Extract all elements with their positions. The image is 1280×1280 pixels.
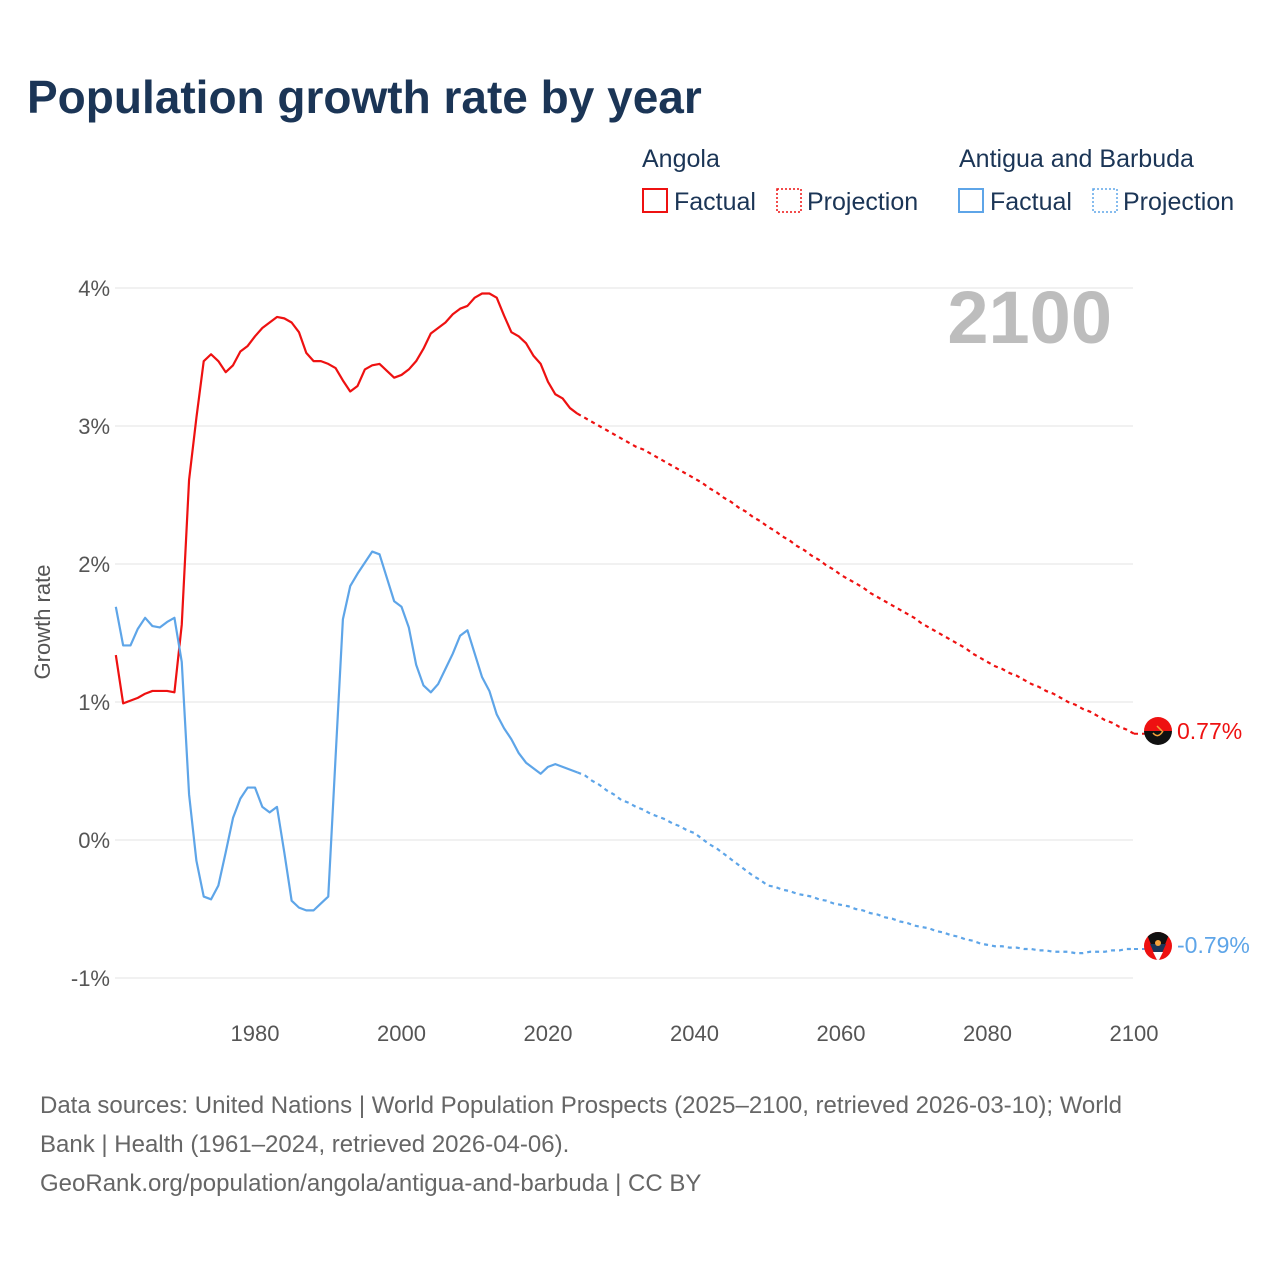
y-tick-label: -1% — [71, 966, 110, 991]
angola-projection-line — [576, 412, 1135, 735]
footer-link[interactable]: GeoRank.org/population/angola/antigua-an… — [40, 1170, 701, 1197]
legend-group-antigua: Antigua and Barbuda — [959, 145, 1194, 173]
angola-end-value: 0.77% — [1177, 718, 1242, 744]
x-tick-label: 2000 — [377, 1021, 426, 1046]
legend-label-antigua-factual[interactable]: Factual — [990, 188, 1072, 216]
y-tick-label: 1% — [78, 690, 110, 715]
legend-label-angola-projection[interactable]: Projection — [807, 188, 918, 216]
x-tick-label: 2040 — [670, 1021, 719, 1046]
x-tick-label: 2060 — [817, 1021, 866, 1046]
legend-label-antigua-projection[interactable]: Projection — [1123, 188, 1234, 216]
x-tick-label: 2020 — [524, 1021, 573, 1046]
y-axis-label: Growth rate — [30, 565, 55, 680]
angola-flag-icon — [1144, 717, 1172, 745]
legend-label-angola-factual[interactable]: Factual — [674, 188, 756, 216]
angola-factual-line — [114, 292, 578, 705]
antigua-projection-line — [576, 771, 1134, 955]
x-tick-label: 2100 — [1110, 1021, 1159, 1046]
x-tick-label: 2080 — [963, 1021, 1012, 1046]
x-tick-label: 1980 — [231, 1021, 280, 1046]
legend-swatch-angola-projection — [776, 188, 802, 213]
current-year-label: 2100 — [947, 276, 1112, 359]
antigua-end-value: -0.79% — [1177, 932, 1250, 958]
antigua-factual-line — [114, 550, 578, 912]
y-tick-label: 2% — [78, 552, 110, 577]
y-tick-label: 3% — [78, 414, 110, 439]
legend: Angola Factual Projection Antigua and Ba… — [642, 145, 1234, 216]
antigua-flag-icon — [1144, 932, 1172, 960]
chart-title: Population growth rate by year — [27, 71, 702, 123]
y-tick-label: 4% — [78, 276, 110, 301]
footer-sources-line2: Bank | Health (1961–2024, retrieved 2026… — [40, 1131, 569, 1158]
legend-swatch-antigua-factual — [958, 188, 984, 213]
legend-group-angola: Angola — [642, 145, 720, 173]
y-tick-label: 0% — [78, 828, 110, 853]
legend-swatch-antigua-projection — [1092, 188, 1118, 213]
legend-swatch-angola-factual — [642, 188, 668, 213]
footer-sources-line1: Data sources: United Nations | World Pop… — [40, 1092, 1122, 1119]
